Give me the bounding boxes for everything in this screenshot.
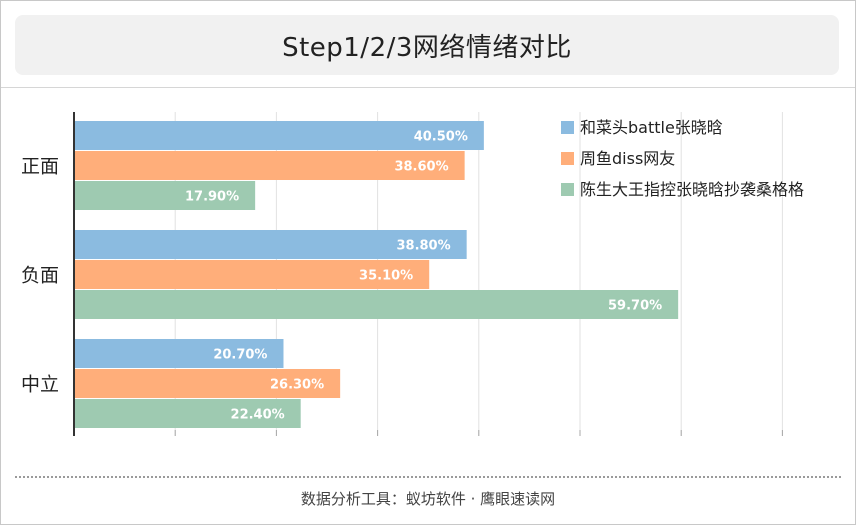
legend-label: 陈生大王指控张晓晗抄袭桑格格 (580, 180, 804, 199)
title-box: Step1/2/3网络情绪对比 (15, 15, 839, 75)
bar (74, 369, 341, 398)
bar-value-label: 38.60% (394, 160, 448, 175)
legend-label: 和菜头battle张晓晗 (580, 118, 723, 137)
bar-value-label: 17.90% (185, 190, 239, 205)
bar-value-label: 22.40% (231, 408, 285, 423)
category-label: 中立 (21, 374, 59, 396)
bar (74, 230, 467, 259)
bar-value-label: 40.50% (414, 130, 468, 145)
bar-value-label: 59.70% (608, 299, 662, 314)
title-separator (1, 87, 855, 88)
category-label: 正面 (21, 156, 59, 178)
bar (74, 399, 301, 428)
bar-value-label: 20.70% (213, 348, 267, 363)
bar (74, 181, 256, 210)
legend-swatch (561, 152, 574, 165)
bar (74, 121, 484, 150)
bar (74, 260, 430, 289)
footer-divider (15, 476, 841, 478)
bar (74, 290, 679, 319)
bar-value-label: 26.30% (270, 378, 324, 393)
legend-swatch (561, 121, 574, 134)
footer-source: 数据分析工具：蚁坊软件 · 鹰眼速读网 (300, 490, 556, 508)
bar-value-label: 38.80% (396, 239, 450, 254)
bar-value-label: 35.10% (359, 269, 413, 284)
category-label: 负面 (21, 265, 59, 287)
legend-label: 周鱼diss网友 (580, 149, 675, 168)
bar (74, 151, 465, 180)
legend-swatch (561, 183, 574, 196)
chart-title: Step1/2/3网络情绪对比 (282, 32, 572, 63)
bar (74, 339, 284, 368)
